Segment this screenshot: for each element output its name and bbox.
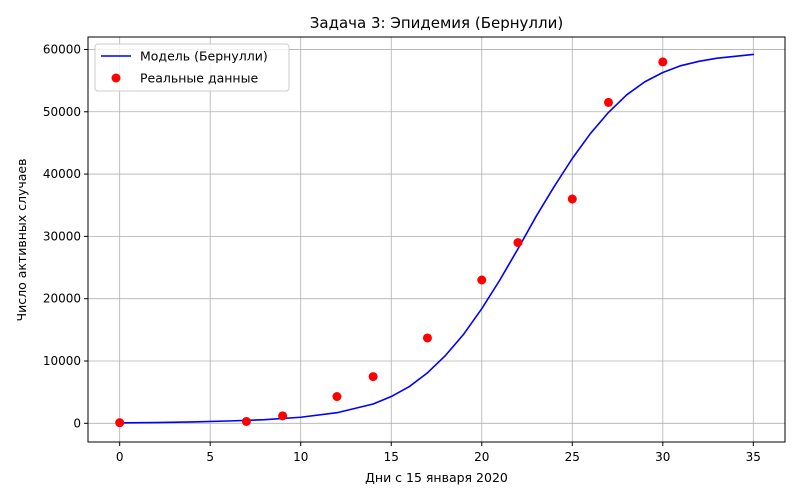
legend: Модель (Бернулли) Реальные данные — [94, 43, 290, 92]
data-point-real — [278, 411, 288, 421]
y-axis-label: Число активных случаев — [14, 159, 29, 322]
tick-layer: 0 5 10 15 20 25 30 35 0 10000 20000 30000 40000 50000… — [43, 42, 761, 464]
legend-label-model: Модель (Бернулли) — [140, 49, 268, 64]
x-tick-label: 20 — [474, 450, 489, 464]
legend-marker-swatch — [111, 73, 121, 83]
y-tick-label: 30000 — [43, 229, 81, 243]
x-tick-label: 5 — [206, 450, 214, 464]
x-tick-label: 15 — [384, 450, 399, 464]
data-point-real — [567, 194, 577, 204]
data-point-real — [241, 416, 251, 426]
chart-title: Задача 3: Эпидемия (Бернулли) — [310, 14, 563, 32]
data-point-real — [422, 333, 432, 343]
y-tick-label: 60000 — [43, 42, 81, 56]
data-point-real — [368, 372, 378, 382]
x-tick-label: 10 — [293, 450, 308, 464]
legend-box — [94, 43, 290, 92]
x-tick-label: 25 — [565, 450, 580, 464]
legend-label-data: Реальные данные — [140, 71, 258, 86]
x-tick-label: 35 — [746, 450, 761, 464]
y-tick-label: 40000 — [43, 167, 81, 181]
plot-frame — [87, 36, 786, 443]
y-tick-label: 20000 — [43, 292, 81, 306]
data-point-real — [332, 392, 342, 402]
grid — [88, 37, 785, 442]
x-axis-label: Дни с 15 января 2020 — [365, 470, 508, 485]
x-tick-label: 30 — [655, 450, 670, 464]
series-line-model — [118, 53, 755, 424]
data-point-real — [115, 418, 125, 428]
series-layer — [115, 53, 755, 428]
data-point-real — [513, 238, 523, 248]
y-tick-label: 10000 — [43, 354, 81, 368]
data-point-real — [603, 97, 613, 107]
x-tick-label: 0 — [116, 450, 124, 464]
data-point-real — [658, 57, 668, 67]
data-point-real — [477, 275, 487, 285]
y-tick-label: 0 — [73, 416, 81, 430]
y-tick-label: 50000 — [43, 105, 81, 119]
plot-area-background — [88, 37, 785, 442]
